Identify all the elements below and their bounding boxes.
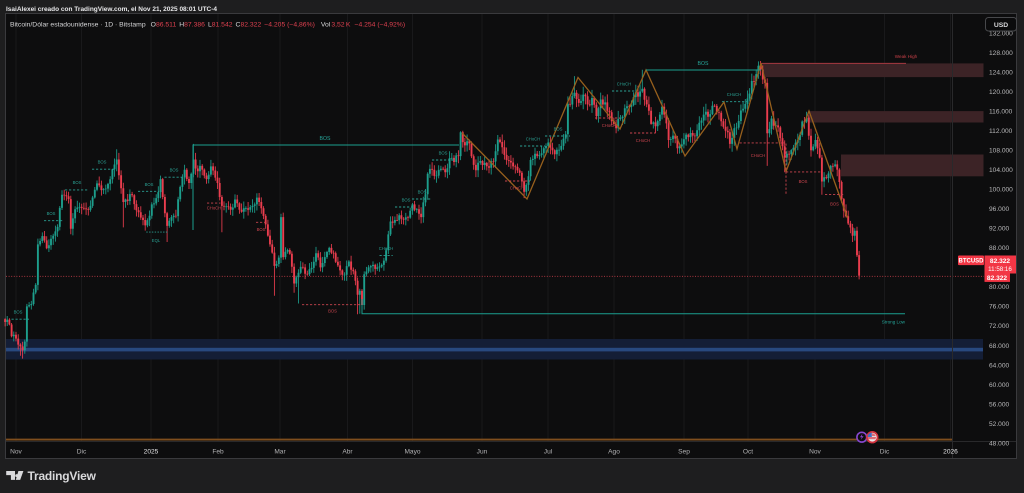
svg-text:BOS: BOS — [799, 179, 808, 184]
svg-text:BOS: BOS — [439, 151, 448, 156]
svg-text:CHoCH: CHoCH — [510, 186, 524, 191]
svg-text:76.000: 76.000 — [989, 304, 1010, 311]
svg-text:BOS: BOS — [170, 168, 179, 173]
svg-text:BTCUSD: BTCUSD — [959, 259, 985, 265]
svg-text:Weak High: Weak High — [895, 54, 918, 59]
svg-text:56.000: 56.000 — [989, 401, 1010, 408]
svg-text:BOS: BOS — [257, 227, 266, 232]
svg-text:Jun: Jun — [477, 449, 488, 456]
svg-text:BOS: BOS — [47, 211, 56, 216]
svg-text:BOS: BOS — [418, 190, 427, 195]
svg-text:Oct: Oct — [743, 449, 753, 456]
svg-text:CHoCH: CHoCH — [636, 138, 650, 143]
svg-text:CHoCH: CHoCH — [751, 153, 765, 158]
svg-text:EQL: EQL — [152, 238, 161, 243]
svg-text:68.000: 68.000 — [989, 343, 1010, 350]
svg-text:52.000: 52.000 — [989, 421, 1010, 428]
svg-text:TradingView: TradingView — [28, 469, 97, 483]
svg-text:USD: USD — [994, 22, 1008, 29]
svg-text:80.000: 80.000 — [989, 284, 1010, 291]
svg-text:BOS: BOS — [73, 180, 82, 185]
svg-text:Nov: Nov — [809, 449, 821, 456]
svg-text:Dic: Dic — [880, 449, 890, 456]
svg-text:Dic: Dic — [77, 449, 87, 456]
svg-text:CHoCH: CHoCH — [526, 137, 540, 142]
svg-text:104.000: 104.000 — [989, 167, 1013, 174]
svg-text:CHoCH: CHoCH — [379, 246, 393, 251]
svg-text:116.000: 116.000 — [989, 109, 1013, 116]
svg-text:124.000: 124.000 — [989, 70, 1013, 77]
svg-text:88.000: 88.000 — [989, 245, 1010, 252]
svg-text:128.000: 128.000 — [989, 50, 1013, 57]
svg-text:BOS: BOS — [554, 127, 563, 132]
svg-text:CHoCH: CHoCH — [727, 92, 741, 97]
svg-text:60.000: 60.000 — [989, 382, 1010, 389]
svg-text:BOS: BOS — [402, 198, 411, 203]
svg-text:108.000: 108.000 — [989, 148, 1013, 155]
svg-text:CHoCH: CHoCH — [602, 123, 616, 128]
svg-text:CHoCH: CHoCH — [617, 82, 631, 87]
svg-text:BOS: BOS — [98, 160, 107, 165]
svg-text:Abr: Abr — [342, 449, 353, 456]
svg-text:BOS: BOS — [145, 182, 154, 187]
svg-text:Bitcoin/Dólar estadounidense ·: Bitcoin/Dólar estadounidense · 1D · Bits… — [10, 22, 405, 29]
svg-text:Jul: Jul — [544, 449, 553, 456]
svg-text:BOS: BOS — [698, 61, 709, 67]
svg-text:11:58:16: 11:58:16 — [988, 266, 1012, 273]
svg-text:CHoCH: CHoCH — [207, 206, 221, 211]
svg-text:72.000: 72.000 — [989, 323, 1010, 330]
svg-text:Nov: Nov — [10, 449, 22, 456]
svg-text:IsaiAlexei creado con TradingV: IsaiAlexei creado con TradingView.com, e… — [6, 6, 217, 13]
svg-text:Mayo: Mayo — [404, 449, 420, 456]
svg-text:132.000: 132.000 — [989, 30, 1013, 37]
svg-text:Sep: Sep — [678, 449, 690, 456]
svg-text:48.000: 48.000 — [989, 440, 1010, 447]
svg-text:Strong Low: Strong Low — [882, 320, 906, 325]
svg-text:92.000: 92.000 — [989, 226, 1010, 233]
svg-text:100.000: 100.000 — [989, 187, 1013, 194]
svg-text:120.000: 120.000 — [989, 89, 1013, 96]
svg-text:64.000: 64.000 — [989, 362, 1010, 369]
svg-text:BOS: BOS — [830, 201, 839, 206]
svg-text:2025: 2025 — [144, 449, 159, 456]
svg-text:Ago: Ago — [608, 449, 620, 456]
svg-text:82.322: 82.322 — [990, 258, 1011, 265]
svg-text:BOS: BOS — [320, 136, 331, 142]
svg-text:82.322: 82.322 — [987, 275, 1008, 282]
svg-text:Mar: Mar — [274, 449, 286, 456]
svg-text:112.000: 112.000 — [989, 128, 1013, 135]
svg-text:BOS: BOS — [328, 309, 337, 314]
svg-text:Feb: Feb — [212, 449, 224, 456]
svg-text:96.000: 96.000 — [989, 206, 1010, 213]
svg-text:2026: 2026 — [943, 449, 958, 456]
svg-text:BOS: BOS — [14, 310, 23, 315]
